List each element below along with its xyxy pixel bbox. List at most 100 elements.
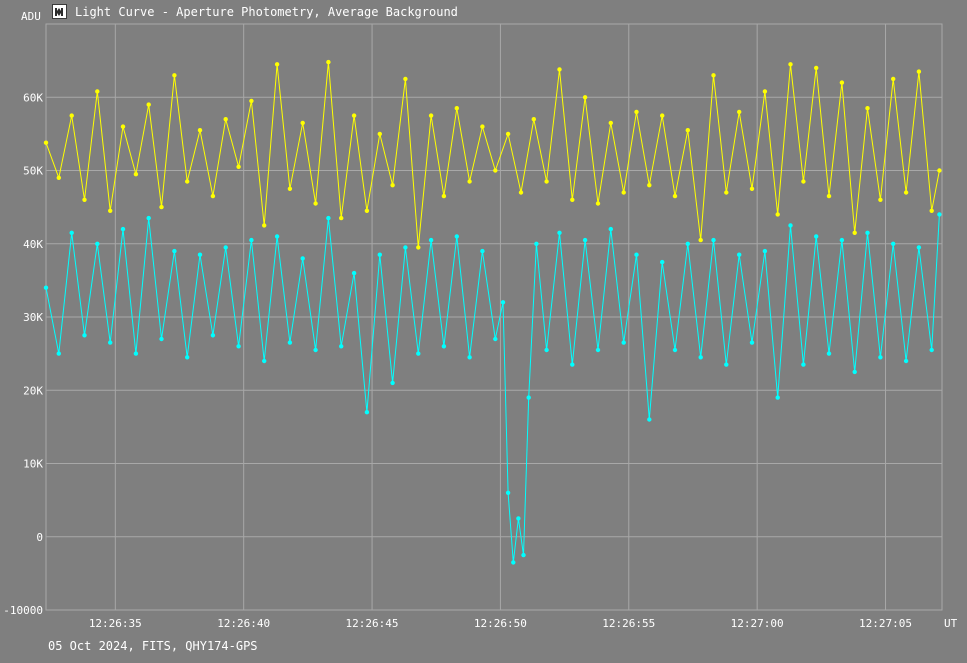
data-point (416, 245, 421, 250)
data-point (621, 190, 626, 195)
y-tick-label: -10000 (3, 604, 43, 617)
y-tick-label: 20K (23, 384, 43, 397)
data-point (210, 193, 216, 199)
data-point (711, 73, 716, 78)
data-point (133, 351, 139, 356)
data-point (82, 333, 87, 338)
data-point (351, 113, 357, 118)
data-point (390, 183, 395, 188)
data-point (801, 362, 806, 367)
data-point (685, 128, 690, 133)
data-point (557, 67, 562, 72)
data-point (749, 186, 755, 191)
data-point (493, 168, 498, 173)
data-point (788, 62, 793, 67)
title-bar: Light Curve - Aperture Photometry, Avera… (0, 0, 967, 24)
data-point (698, 237, 703, 243)
data-point (428, 113, 434, 118)
data-point (364, 410, 370, 415)
data-point (377, 252, 382, 257)
x-tick-label: 12:26:45 (346, 617, 399, 630)
data-point (724, 362, 729, 367)
y-tick-label: 10K (23, 458, 43, 471)
x-tick-label: 12:26:50 (474, 617, 527, 630)
data-point (775, 395, 780, 400)
x-tick-label: 12:26:40 (217, 617, 270, 630)
data-point (852, 230, 857, 235)
data-point (937, 168, 942, 173)
data-point (595, 347, 601, 353)
data-point (634, 109, 639, 115)
data-point (133, 172, 139, 177)
data-point (839, 237, 845, 243)
data-point (313, 201, 318, 206)
data-point (634, 252, 639, 257)
data-point (660, 113, 665, 118)
data-point (891, 76, 896, 82)
x-axis-label: UT (944, 617, 958, 630)
data-point (749, 340, 755, 345)
data-point (672, 347, 678, 353)
data-point (521, 552, 526, 558)
data-point (313, 347, 318, 353)
data-point (249, 98, 254, 104)
series-line (45, 214, 940, 563)
data-point (69, 230, 74, 235)
data-point (236, 164, 241, 169)
data-point (197, 252, 203, 257)
data-point (839, 80, 845, 85)
data-point (505, 490, 511, 495)
data-point (120, 124, 126, 129)
data-point (441, 193, 447, 199)
y-tick-label: 0 (36, 531, 43, 544)
data-point (43, 140, 49, 145)
data-point (788, 223, 793, 228)
data-point (159, 204, 164, 210)
data-point (172, 248, 177, 254)
data-point (500, 300, 506, 305)
data-point (364, 208, 370, 213)
data-point (249, 237, 254, 243)
data-point (146, 215, 151, 221)
data-point (621, 340, 626, 345)
light-curve-app-icon[interactable] (52, 4, 67, 19)
data-point (287, 340, 293, 345)
data-point (698, 355, 703, 360)
data-point (403, 245, 408, 250)
y-tick-label: 50K (23, 165, 43, 178)
data-point (56, 351, 61, 356)
footer-info: 05 Oct 2024, FITS, QHY174-GPS (48, 639, 258, 653)
data-point (570, 197, 575, 202)
data-point (326, 215, 331, 221)
data-point (480, 124, 485, 129)
data-point (762, 248, 768, 254)
data-point (814, 234, 819, 239)
data-point (467, 355, 472, 360)
data-point (608, 120, 613, 126)
series-0 (43, 59, 942, 250)
data-point (390, 380, 395, 386)
data-point (531, 117, 536, 122)
y-axis-label: ADU (21, 10, 41, 23)
data-point (711, 237, 716, 243)
window-title: Light Curve - Aperture Photometry, Avera… (75, 5, 458, 19)
data-point (647, 417, 652, 422)
y-tick-label: 30K (23, 311, 43, 324)
data-point (826, 193, 832, 199)
data-point (146, 102, 151, 107)
data-point (878, 355, 883, 360)
data-point (403, 76, 408, 82)
data-point (570, 362, 575, 367)
data-point (480, 248, 485, 254)
data-point (56, 175, 61, 180)
data-point (608, 226, 613, 232)
data-point (672, 193, 678, 199)
data-point (43, 285, 49, 290)
x-tick-label: 12:26:55 (602, 617, 655, 630)
data-point (377, 131, 382, 137)
data-point (274, 234, 280, 239)
data-point (647, 183, 652, 188)
x-tick-label: 12:27:05 (859, 617, 912, 630)
data-point (826, 351, 832, 356)
data-point (339, 215, 344, 221)
